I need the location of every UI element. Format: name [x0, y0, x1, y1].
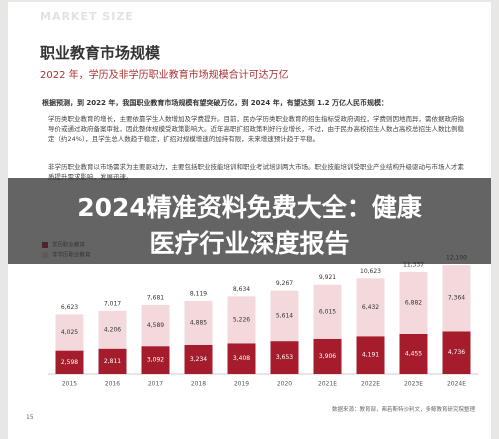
total-label: 9,921 — [319, 274, 336, 281]
bar-segment — [442, 331, 471, 374]
value-label: 5,614 — [276, 312, 293, 319]
value-label: 4,025 — [61, 329, 78, 336]
value-label: 4,206 — [104, 326, 121, 333]
x-tick-label: 2024E — [447, 381, 466, 388]
bar-segment — [141, 304, 170, 347]
total-label: 8,634 — [233, 286, 250, 293]
bar-segment — [227, 296, 256, 344]
source-note: 数据来源：教育部，弗若斯特沙利文，多鲸教育研究院整理 — [331, 407, 475, 413]
page-number: 15 — [26, 414, 34, 421]
total-label: 8,119 — [190, 290, 207, 297]
x-tick-label: 2022E — [361, 381, 380, 388]
value-label: 6,015 — [319, 308, 336, 315]
value-label: 2,598 — [61, 359, 78, 366]
bar-segment — [55, 350, 84, 374]
paragraph: 学历类职业教育的增长，主要依靠学生人数增加及学费提升。目前，民办学历类职业教育的… — [48, 115, 464, 143]
kicker: MARKET SIZE — [40, 10, 134, 23]
value-label: 6,432 — [362, 304, 379, 311]
value-label: 2,811 — [104, 358, 121, 365]
bar-segment — [356, 336, 385, 374]
paragraph: 非学历职业教育以市场需求为主要驱动力，主要包括职业技能培训和职业考试培训两大市场… — [48, 163, 464, 181]
x-tick-label: 2020 — [277, 381, 292, 388]
value-label: 4,191 — [362, 352, 379, 359]
bar-segment — [313, 284, 342, 339]
total-label: 9,267 — [276, 280, 293, 287]
x-tick-label: 2021E — [318, 381, 337, 388]
value-label: 3,092 — [147, 357, 164, 364]
bar-segment — [55, 314, 84, 351]
bar-segment — [356, 278, 385, 337]
value-label: 4,736 — [448, 349, 465, 356]
total-label: 10,623 — [360, 268, 381, 275]
total-label: 11,337 — [403, 261, 424, 268]
x-tick-label: 2023E — [404, 381, 423, 388]
x-tick-label: 2018 — [191, 381, 206, 388]
total-label: 6,623 — [61, 304, 78, 311]
bar-segment — [98, 348, 127, 374]
overlay-banner — [8, 178, 491, 264]
lead-text: 根据预测，到 2022 年，我国职业教育市场规模有望突破万亿，到 2024 年，… — [42, 99, 388, 107]
banner-text: 医疗行业深度报告 — [149, 229, 350, 258]
value-label: 6,882 — [405, 299, 422, 306]
total-label: 7,017 — [104, 300, 121, 307]
subtitle: 2022 年，学历及非学历职业教育市场规模合计可达万亿 — [40, 70, 289, 81]
value-label: 4,455 — [405, 350, 422, 357]
bar-segment — [227, 343, 256, 374]
x-tick-label: 2017 — [148, 381, 163, 388]
value-label: 7,364 — [448, 295, 465, 302]
value-label: 3,408 — [233, 355, 250, 362]
value-label: 4,885 — [190, 319, 207, 326]
chart: 学历职业教育非学历职业教育（亿人民币）2,5984,0256,62320152,… — [42, 238, 478, 388]
bar-segment — [184, 300, 213, 345]
banner-text: 2024精准资料免费大全：健康 — [77, 193, 422, 222]
bar-segment — [270, 341, 299, 374]
x-tick-label: 2016 — [105, 381, 120, 388]
x-tick-label: 2019 — [234, 381, 249, 388]
value-label: 3,906 — [319, 353, 336, 360]
bar-segment — [184, 344, 213, 374]
value-label: 3,653 — [276, 354, 293, 361]
bar-segment — [141, 346, 170, 374]
bar-segment — [399, 271, 428, 334]
value-label: 5,226 — [233, 316, 250, 323]
bar-segment — [98, 310, 127, 349]
page-title: 职业教育市场规模 — [40, 44, 161, 62]
value-label: 3,234 — [190, 356, 207, 363]
value-label: 4,589 — [147, 322, 164, 329]
bar-segment — [399, 333, 428, 374]
document-page: 学历职业教育非学历职业教育（亿人民币）2,5984,0256,62320152,… — [8, 2, 491, 439]
total-label: 7,681 — [147, 294, 164, 301]
bar-segment — [442, 265, 471, 332]
bar-segment — [270, 290, 299, 342]
bar-segment — [313, 338, 342, 374]
x-tick-label: 2015 — [62, 381, 77, 388]
